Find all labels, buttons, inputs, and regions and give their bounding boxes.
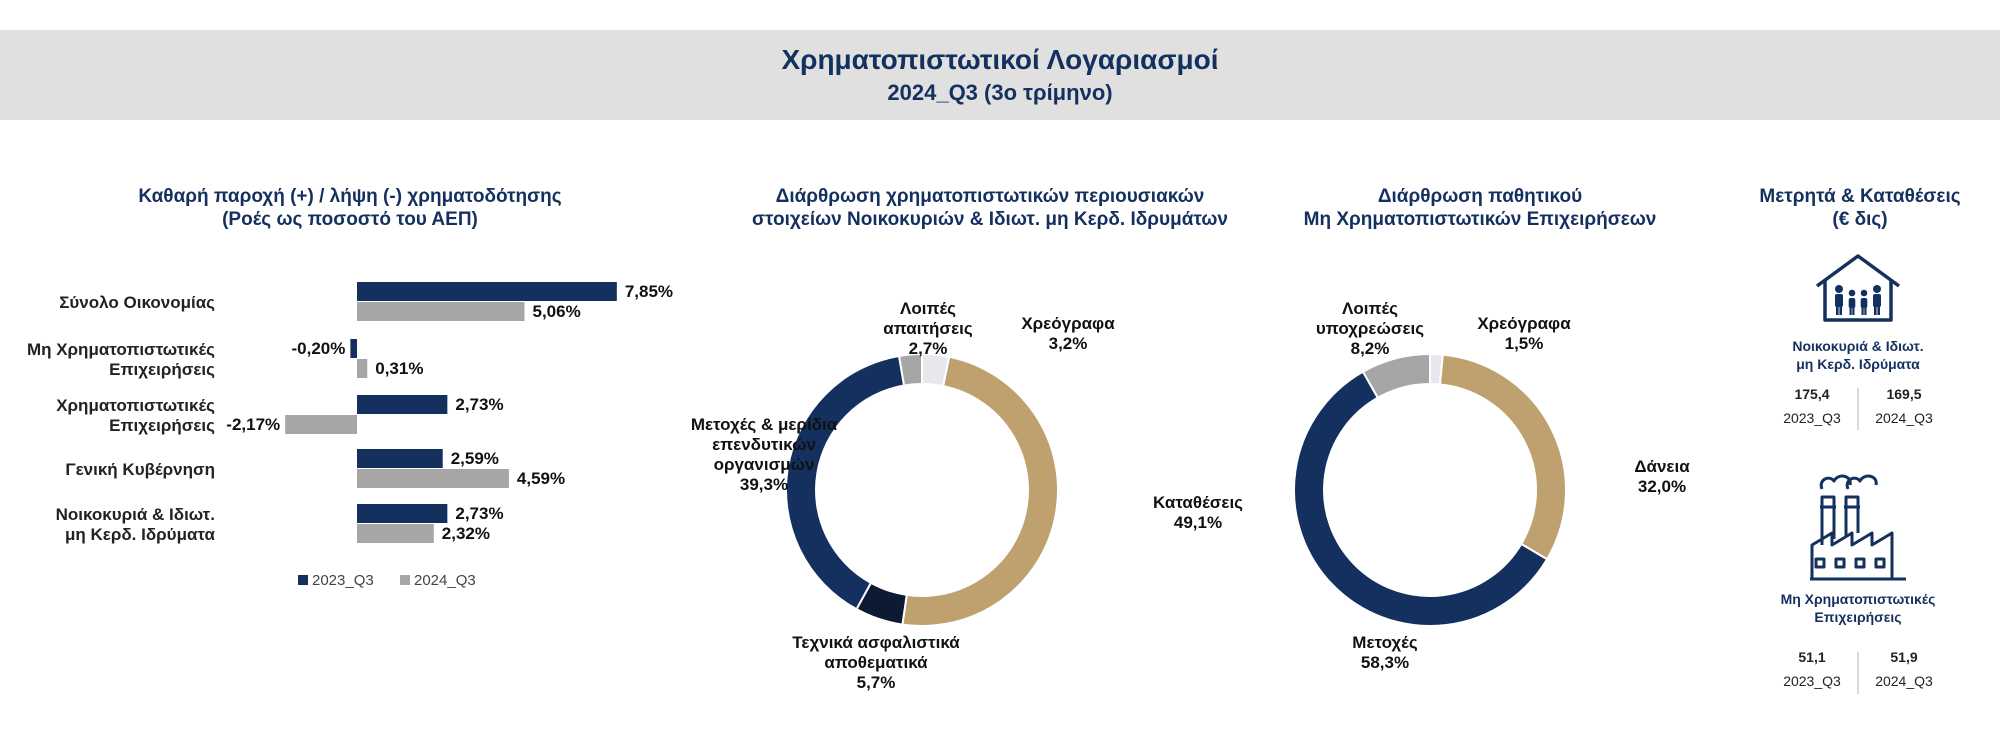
- donut-slice: [897, 352, 923, 387]
- liabilities-chart-title-line2: Μη Χρηματοπιστωτικών Επιχειρήσεων: [1303, 209, 1657, 230]
- bar-chart-title: Καθαρή παροχή (+) / λήψη (-) χρηματοδότη…: [60, 185, 640, 231]
- page-title: Χρηματοπιστωτικοί Λογαριασμοί: [781, 44, 1219, 75]
- bar-2023_Q3: [357, 449, 443, 468]
- data-label: 2,32%: [442, 524, 490, 543]
- card-period-2023: 2023_Q3: [1783, 410, 1841, 426]
- house-family-icon: [1815, 254, 1901, 322]
- data-label: 2,73%: [455, 504, 503, 523]
- slice-label: Χρεόγραφα 3,2%: [1021, 314, 1115, 353]
- liabilities-chart-title: Διάρθρωση παθητικού Μη Χρηματοπιστωτικών…: [1250, 185, 1710, 231]
- bar-2024_Q3: [357, 359, 368, 378]
- data-label: 0,31%: [375, 359, 423, 378]
- slice-label: Λοιπές υποχρεώσεις 8,2%: [1316, 299, 1424, 358]
- legend-label: 2024_Q3: [414, 572, 476, 589]
- title-banner: Χρηματοπιστωτικοί Λογαριασμοί 2024_Q3 (3…: [0, 30, 2000, 120]
- cash-deposits-title-line2: (€ δις): [1832, 209, 1888, 230]
- household-assets-donut: Χρεόγραφα 3,2% Καταθέσεις 49,1% Τεχνικά ασφα…: [691, 299, 1243, 692]
- card-value-2024: 51,9: [1890, 649, 1917, 665]
- data-label: 4,59%: [517, 469, 565, 488]
- liabilities-chart-title-line1: Διάρθρωση παθητικού: [1377, 186, 1583, 207]
- card-value-2023: 51,1: [1798, 649, 1825, 665]
- data-label: 2,73%: [455, 395, 503, 414]
- card-label: Νοικοκυριά & Ιδιωτ. μη Κερδ. Ιδρύματα: [1792, 338, 1923, 372]
- data-label: -0,20%: [292, 339, 346, 358]
- slice-label: Λοιπές απαιτήσεις 2,7%: [883, 299, 973, 358]
- bar-2023_Q3: [350, 339, 357, 358]
- bar-2023_Q3: [357, 395, 448, 414]
- bar-2024_Q3: [285, 415, 357, 434]
- card-period-2024: 2024_Q3: [1875, 410, 1933, 426]
- legend-swatch-2024: [400, 575, 410, 585]
- slice-label: Καταθέσεις 49,1%: [1153, 493, 1243, 532]
- assets-chart-title-line2: στοιχείων Νοικοκυριών & Ιδιωτ. μη Κερδ. …: [752, 209, 1228, 230]
- slice-label: Μετοχές & μερίδια επενδυτικών οργανισμών 39…: [691, 415, 838, 494]
- category-label: Γενική Κυβέρνηση: [65, 460, 215, 479]
- factory-icon: [1810, 474, 1906, 581]
- bar-2024_Q3: [357, 302, 525, 321]
- net-lending-bar-chart: Σύνολο Οικονομίας 7,85% 5,06% Μη Χρηματοπισ…: [27, 282, 673, 589]
- bar-2023_Q3: [357, 282, 617, 301]
- slice-label: Τεχνικά ασφαλιστικά αποθεματικά 5,7%: [792, 633, 960, 692]
- card-period-2024: 2024_Q3: [1875, 673, 1933, 689]
- bar-chart-title-line2: (Ροές ως ποσοστό του ΑΕΠ): [222, 209, 478, 230]
- category-label: Σύνολο Οικονομίας: [59, 293, 215, 312]
- assets-chart-title: Διάρθρωση χρηματοπιστωτικών περιουσιακών…: [700, 185, 1280, 231]
- legend-label: 2023_Q3: [312, 572, 374, 589]
- cash-deposits-title: Μετρητά & Καταθέσεις (€ δις): [1720, 185, 2000, 231]
- bar-2024_Q3: [357, 524, 434, 543]
- category-label: Νοικοκυριά & Ιδιωτ. μη Κερδ. Ιδρύματα: [56, 505, 216, 544]
- slice-label: Μετοχές 58,3%: [1352, 633, 1418, 672]
- data-label: 5,06%: [532, 302, 580, 321]
- page-subtitle: 2024_Q3 (3ο τρίμηνο): [887, 80, 1113, 105]
- slice-label: Δάνεια 32,0%: [1634, 457, 1690, 496]
- card-period-2023: 2023_Q3: [1783, 673, 1841, 689]
- donut-slice: [901, 355, 1059, 627]
- donut-slice: [785, 354, 906, 611]
- bar-2024_Q3: [357, 469, 509, 488]
- data-label: 7,85%: [625, 282, 673, 301]
- assets-chart-title-line1: Διάρθρωση χρηματοπιστωτικών περιουσιακών: [775, 186, 1205, 207]
- donut-slice: [1292, 370, 1549, 627]
- cash-deposits-title-line1: Μετρητά & Καταθέσεις: [1759, 186, 1961, 207]
- data-label: -2,17%: [226, 415, 280, 434]
- cash-deposits-cards: Νοικοκυριά & Ιδιωτ. μη Κερδ. Ιδρύματα 175,…: [1781, 254, 1936, 694]
- category-label: Χρηματοπιστωτικές Επιχειρήσεις: [56, 396, 215, 435]
- donut-slice: [1438, 353, 1567, 561]
- legend-swatch-2023: [298, 575, 308, 585]
- nfc-liabilities-donut: Χρεόγραφα 1,5% Δάνεια 32,0% Μετοχές 58,3% Λοιπ…: [1292, 299, 1690, 672]
- bar-2023_Q3: [357, 504, 448, 523]
- data-label: 2,59%: [451, 449, 499, 468]
- bar-chart-title-line1: Καθαρή παροχή (+) / λήψη (-) χρηματοδότη…: [138, 186, 562, 207]
- donut-slice: [1361, 352, 1431, 400]
- category-label: Μη Χρηματοπιστωτικές Επιχειρήσεις: [27, 340, 215, 379]
- card-label: Μη Χρηματοπιστωτικές Επιχειρήσεις: [1781, 591, 1936, 625]
- slice-label: Χρεόγραφα 1,5%: [1477, 314, 1571, 353]
- card-value-2024: 169,5: [1886, 386, 1921, 402]
- card-value-2023: 175,4: [1794, 386, 1829, 402]
